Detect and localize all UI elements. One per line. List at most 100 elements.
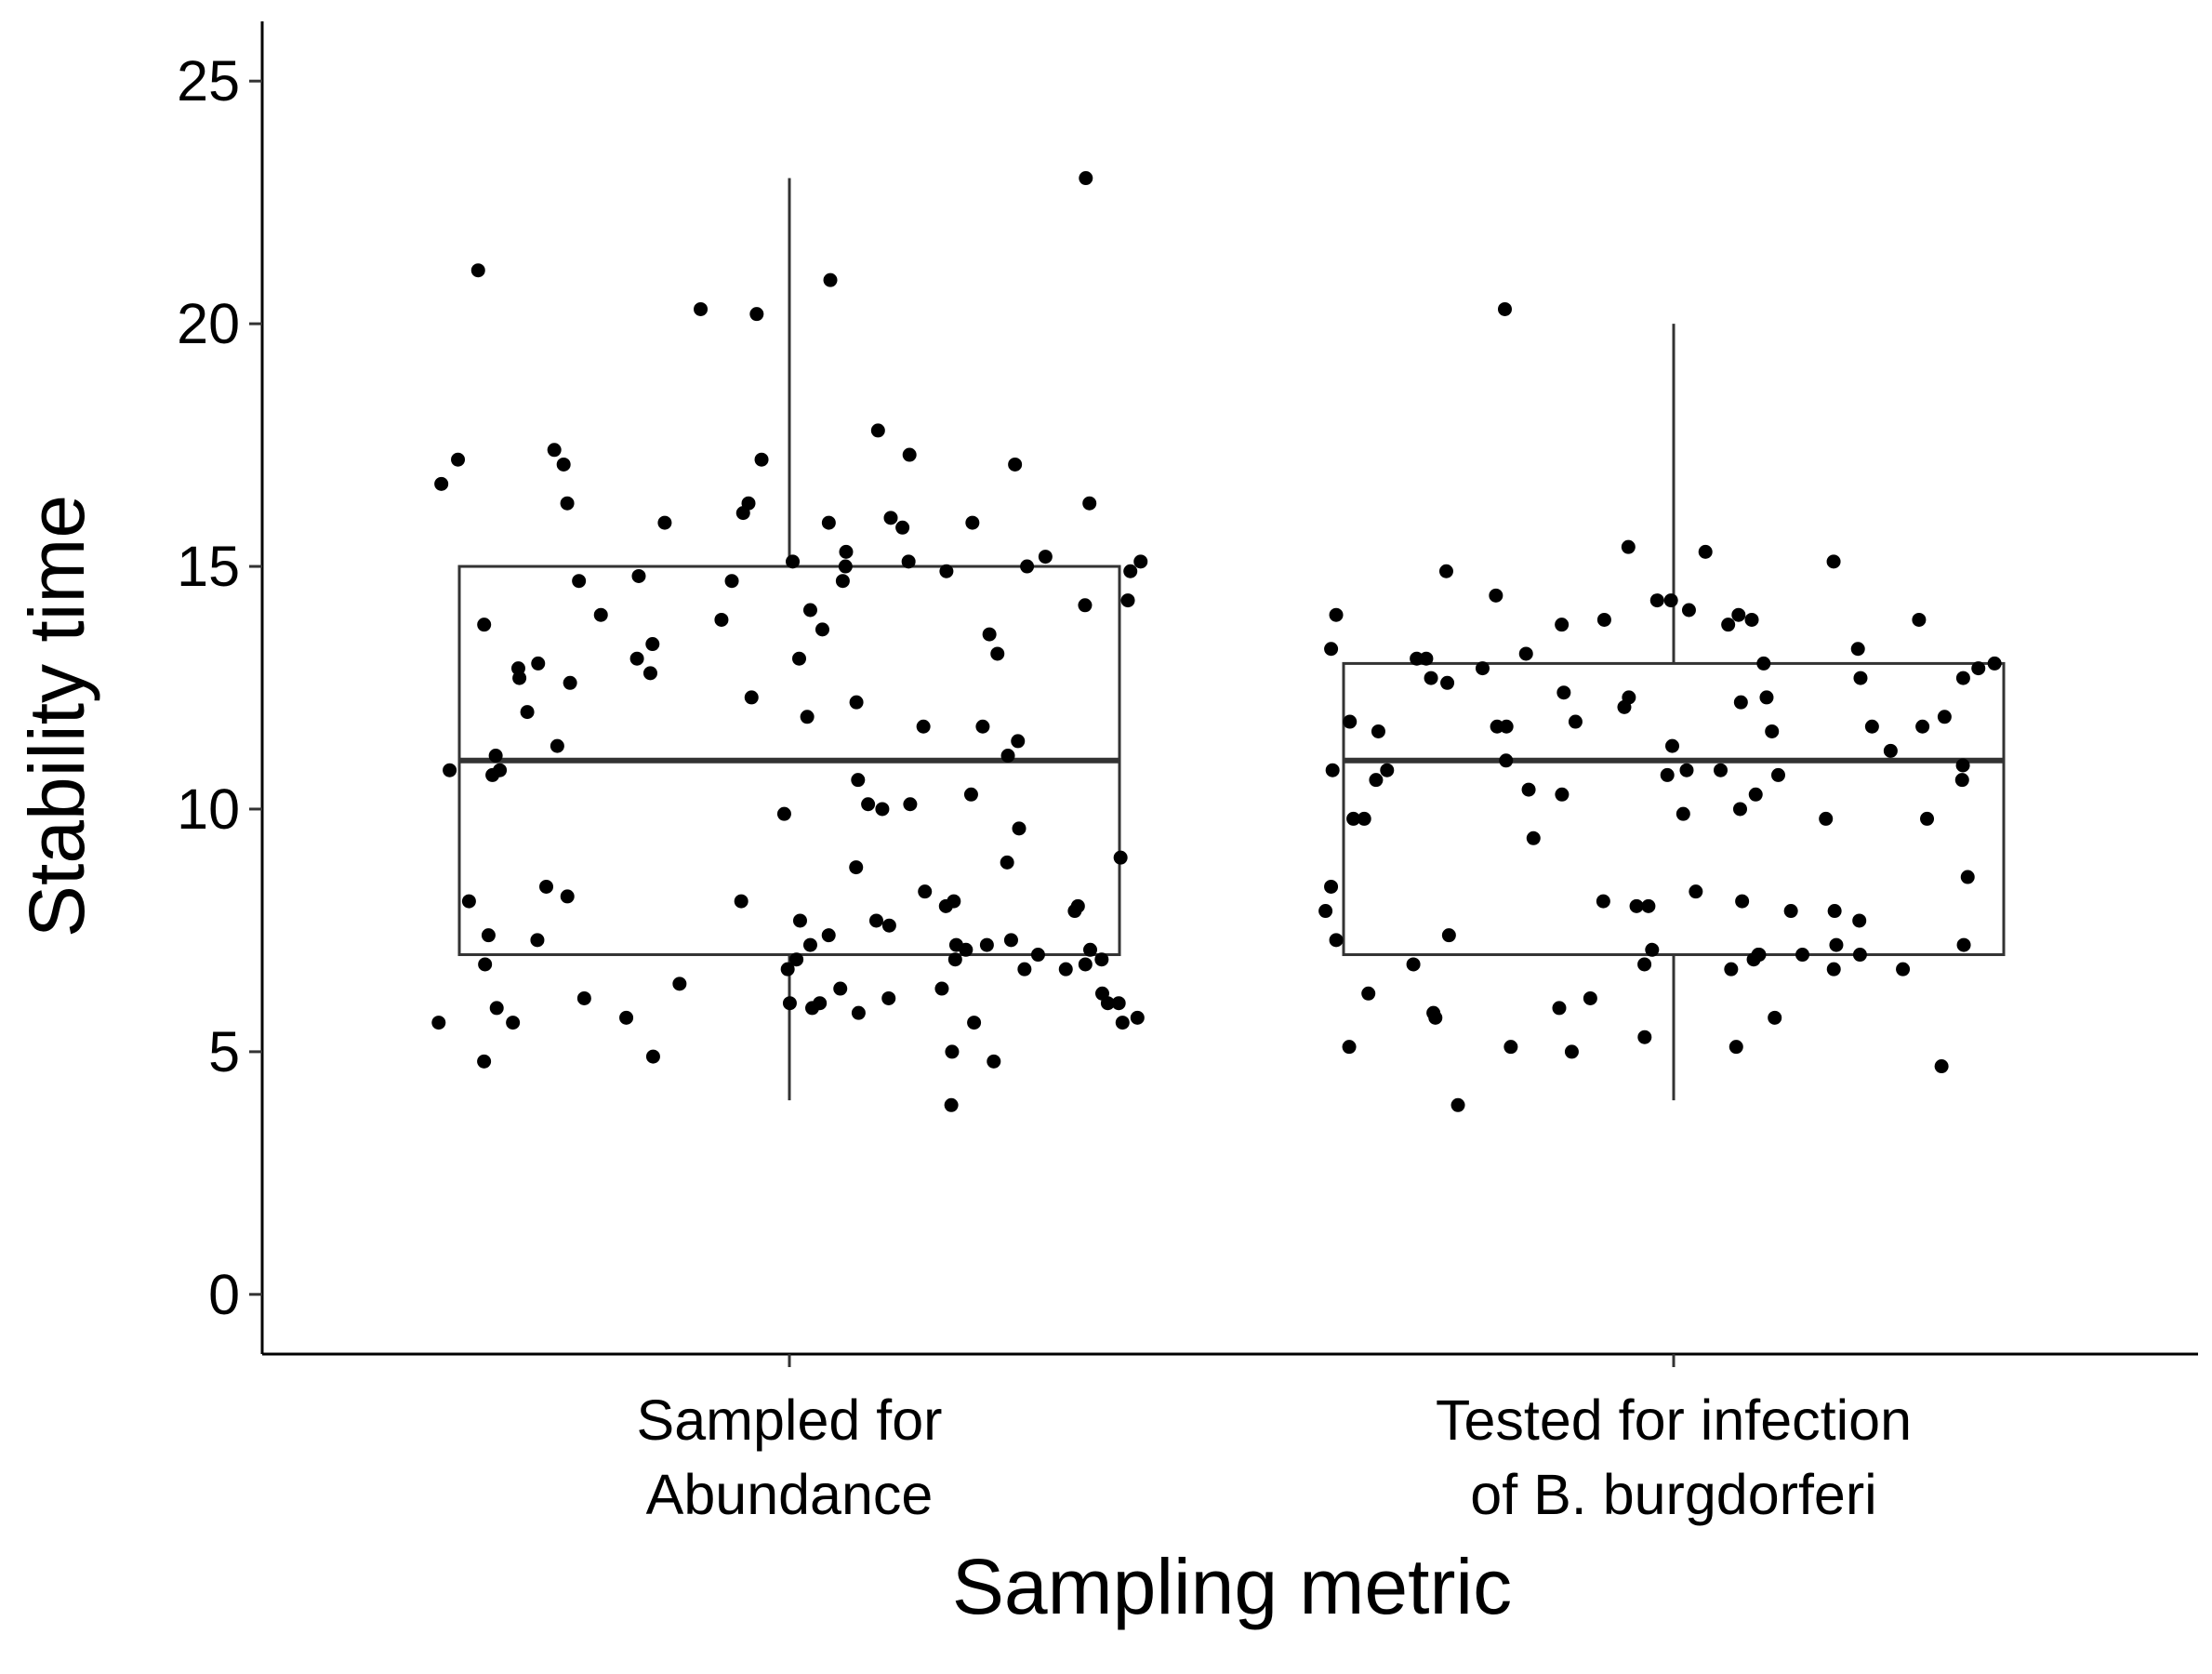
point xyxy=(1499,719,1514,734)
point xyxy=(1568,714,1583,729)
point xyxy=(1956,937,1971,952)
point xyxy=(1440,675,1455,690)
point xyxy=(851,773,866,788)
point xyxy=(1713,763,1728,777)
point xyxy=(821,928,836,943)
point xyxy=(870,423,885,438)
point xyxy=(1795,948,1810,963)
point xyxy=(593,607,608,622)
point xyxy=(506,1016,521,1030)
point xyxy=(1853,671,1868,685)
point xyxy=(1003,933,1018,948)
point xyxy=(1078,598,1093,613)
point xyxy=(1113,850,1128,865)
point xyxy=(1556,685,1571,700)
point xyxy=(939,564,954,578)
point xyxy=(1555,618,1570,632)
point xyxy=(776,806,791,821)
point xyxy=(1852,948,1867,963)
point xyxy=(556,457,571,472)
point xyxy=(1596,612,1611,627)
point xyxy=(512,671,527,685)
point xyxy=(443,763,457,777)
point xyxy=(1629,898,1644,913)
point xyxy=(1011,734,1026,749)
point xyxy=(868,913,883,928)
point xyxy=(1133,554,1148,569)
point xyxy=(1912,612,1927,627)
point xyxy=(1721,618,1736,632)
point xyxy=(1346,811,1361,826)
point xyxy=(1663,593,1678,608)
point xyxy=(1325,763,1340,777)
point xyxy=(916,719,931,734)
point xyxy=(1410,651,1424,666)
point xyxy=(792,651,807,666)
point xyxy=(1689,884,1703,899)
point xyxy=(1724,962,1739,976)
point xyxy=(875,802,890,817)
point xyxy=(539,879,554,894)
point xyxy=(902,447,917,462)
point xyxy=(800,710,815,724)
point xyxy=(1424,671,1438,685)
point xyxy=(979,937,994,952)
point xyxy=(1896,962,1911,976)
point xyxy=(1082,496,1097,511)
point xyxy=(883,511,898,525)
point xyxy=(786,554,801,569)
y-tick-label: 25 xyxy=(177,49,240,113)
point xyxy=(735,506,750,521)
point xyxy=(1499,753,1514,768)
y-tick-label: 5 xyxy=(208,1020,240,1083)
point xyxy=(1731,607,1746,622)
point xyxy=(1083,942,1098,957)
point xyxy=(547,443,562,458)
point xyxy=(1371,724,1385,738)
point xyxy=(851,1005,866,1020)
point xyxy=(1934,1059,1949,1074)
point xyxy=(805,1001,820,1016)
point xyxy=(1419,651,1434,666)
point xyxy=(1756,656,1771,671)
point xyxy=(1438,564,1453,578)
point xyxy=(945,1044,960,1059)
point xyxy=(1735,894,1750,909)
point xyxy=(1489,588,1503,603)
x-tick-label: Tested for infection of B. burgdorferi xyxy=(1436,1388,1912,1526)
point xyxy=(1960,870,1975,884)
point xyxy=(821,515,836,530)
point xyxy=(1637,1030,1652,1044)
point xyxy=(431,1016,446,1030)
x-axis-title: Sampling metric xyxy=(952,1543,1512,1630)
point xyxy=(1030,948,1045,963)
point xyxy=(881,990,896,1005)
point xyxy=(477,618,492,632)
point xyxy=(1564,1044,1579,1059)
point xyxy=(1357,811,1371,826)
point xyxy=(938,898,953,913)
point xyxy=(470,263,485,278)
point xyxy=(1826,554,1841,569)
point xyxy=(1744,612,1759,627)
point xyxy=(780,962,795,976)
point xyxy=(485,767,500,782)
point xyxy=(1583,990,1597,1005)
point xyxy=(1733,695,1748,710)
point xyxy=(1971,661,1986,676)
point xyxy=(629,651,644,666)
point xyxy=(990,646,1005,661)
y-tick-label: 15 xyxy=(177,535,240,598)
point xyxy=(1497,301,1512,316)
point xyxy=(461,894,476,909)
point xyxy=(1920,811,1935,826)
point xyxy=(987,1054,1001,1069)
point xyxy=(531,656,546,671)
point xyxy=(881,918,896,933)
point xyxy=(488,749,503,764)
point xyxy=(965,515,980,530)
point xyxy=(1617,699,1632,714)
point xyxy=(1660,767,1675,782)
point xyxy=(1079,171,1093,186)
